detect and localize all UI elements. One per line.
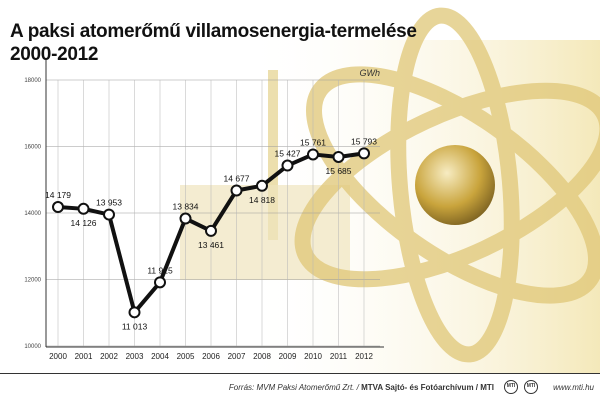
y-tick-label: 14000 bbox=[24, 211, 41, 217]
y-tick-labels: 10000 12000 14000 16000 18000 bbox=[24, 78, 41, 350]
mti-logo-2: MTI bbox=[524, 380, 538, 394]
data-label: 13 953 bbox=[96, 198, 122, 208]
series-points bbox=[52, 147, 370, 319]
x-tick-label: 2000 bbox=[49, 352, 67, 361]
x-tick-label: 2007 bbox=[228, 352, 246, 361]
data-point bbox=[332, 150, 345, 163]
data-point bbox=[179, 212, 192, 225]
data-point bbox=[103, 208, 115, 221]
x-tick-label: 2002 bbox=[100, 352, 118, 361]
y-tick-label: 18000 bbox=[24, 78, 41, 84]
data-label: 11 915 bbox=[147, 265, 173, 275]
x-tick-label: 2006 bbox=[202, 352, 220, 361]
data-point bbox=[307, 148, 319, 161]
mti-logo-1: MTI bbox=[504, 380, 518, 394]
source-prefix: Forrás: MVM Paksi Atomerőmű Zrt. / bbox=[228, 383, 359, 392]
data-label: 13 461 bbox=[198, 240, 224, 250]
x-tick-label: 2008 bbox=[253, 352, 271, 361]
y-tick-label: 12000 bbox=[24, 278, 41, 284]
data-label: 13 834 bbox=[173, 202, 199, 212]
data-label: 15 793 bbox=[351, 136, 377, 146]
website-link[interactable]: www.mti.hu bbox=[553, 383, 594, 392]
data-label: 15 427 bbox=[275, 149, 301, 159]
data-point bbox=[77, 202, 90, 215]
x-tick-label: 2009 bbox=[279, 352, 297, 361]
source-archive: MTVA Sajtó- és Fotóarchívum / MTI bbox=[361, 383, 494, 392]
footer: Forrás: MVM Paksi Atomerőmű Zrt. / MTVA … bbox=[0, 373, 600, 400]
x-tick-label: 2010 bbox=[304, 352, 322, 361]
data-point bbox=[256, 179, 268, 192]
chimney-shape bbox=[268, 70, 278, 240]
nucleus-shape bbox=[415, 145, 495, 225]
chart-title: A paksi atomerőmű villamosenergia-termel… bbox=[10, 20, 417, 66]
axes: GWh bbox=[45, 60, 384, 348]
data-label: 14 179 bbox=[45, 190, 71, 200]
data-point bbox=[52, 201, 64, 214]
x-tick-label: 2012 bbox=[355, 352, 373, 361]
source-credit: Forrás: MVM Paksi Atomerőmű Zrt. / MTVA … bbox=[229, 383, 494, 392]
data-labels: 14 179 14 126 13 953 11 013 11 915 13 834 13 4… bbox=[45, 136, 377, 331]
x-tick-labels: 2000 2001 2002 2003 2004 2005 2006 2007 2008 2009… bbox=[49, 352, 373, 361]
x-tick-label: 2011 bbox=[330, 352, 348, 361]
data-label: 14 677 bbox=[224, 173, 250, 183]
x-tick-label: 2003 bbox=[126, 352, 144, 361]
data-label: 11 013 bbox=[122, 321, 148, 331]
y-tick-label: 16000 bbox=[24, 145, 41, 151]
data-label: 14 126 bbox=[71, 218, 97, 228]
data-label: 15 685 bbox=[326, 166, 352, 176]
y-tick-label: 10000 bbox=[24, 344, 41, 350]
chart-title-line1: A paksi atomerőmű villamosenergia-termel… bbox=[10, 21, 417, 42]
data-label: 15 761 bbox=[300, 137, 326, 147]
data-point bbox=[281, 159, 294, 172]
data-point bbox=[358, 147, 370, 160]
x-tick-label: 2001 bbox=[75, 352, 93, 361]
data-label: 14 818 bbox=[249, 195, 275, 205]
chart-title-line2: 2000-2012 bbox=[10, 44, 99, 65]
data-point bbox=[230, 184, 243, 197]
unit-label: GWh bbox=[359, 68, 380, 78]
x-tick-label: 2004 bbox=[151, 352, 169, 361]
data-point bbox=[128, 306, 141, 319]
grid bbox=[46, 79, 380, 347]
x-tick-label: 2005 bbox=[177, 352, 195, 361]
data-point bbox=[154, 276, 166, 289]
data-point bbox=[205, 224, 217, 237]
